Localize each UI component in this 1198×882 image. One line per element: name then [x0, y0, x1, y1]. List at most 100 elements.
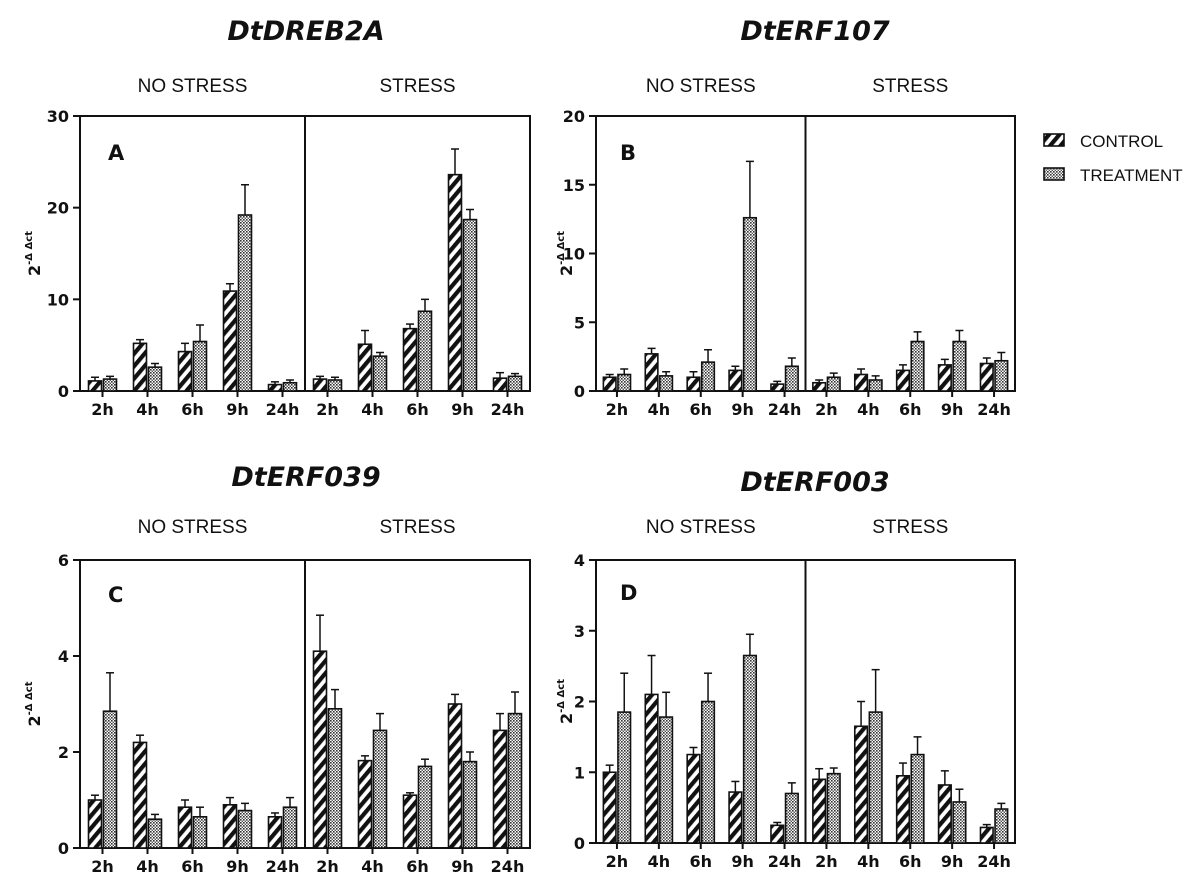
- panel-b-bar-control: [770, 383, 785, 392]
- panel-a-bar-control: [177, 350, 193, 392]
- panel-c-bar-control: [267, 815, 283, 849]
- panel-c-letter: C: [108, 583, 123, 607]
- panel-d-bar-treatment: [784, 792, 799, 844]
- panel-d-bar-treatment: [617, 711, 632, 844]
- panel-a-x-tick-label: 24h: [266, 400, 300, 419]
- panel-a-y-tick-label: 10: [47, 290, 69, 309]
- panel-d-bar-treatment: [826, 772, 841, 844]
- panel-a-bar-control: [447, 173, 463, 392]
- panel-b-bar-control: [895, 369, 911, 392]
- panel-d-y-tick-label: 3: [574, 622, 585, 641]
- panel-b-bar-treatment: [659, 375, 674, 392]
- legend-item-control: CONTROL: [1043, 132, 1163, 151]
- legend-swatch-treatment: [1043, 167, 1065, 181]
- panel-d-x-tick-label: 2h: [606, 852, 629, 871]
- panel-d-bar-treatment: [742, 654, 758, 844]
- legend-item-treatment: TREATMENT: [1043, 166, 1183, 185]
- panel-d-x-tick-label: 6h: [899, 852, 922, 871]
- panel-d-bar-treatment: [910, 753, 925, 844]
- panel-a-bar-control: [357, 343, 373, 392]
- panel-c-condition-label: NO STRESS: [138, 517, 248, 538]
- panel-c-y-axis-label: 2-Δ Δct: [24, 681, 44, 726]
- panel-d-title: DtERF003: [740, 467, 889, 498]
- panel-d-x-tick-label: 4h: [857, 852, 880, 871]
- panel-c-condition-label: STRESS: [379, 517, 455, 538]
- panel-d-bar-control: [937, 784, 952, 844]
- panel-a-x-tick-label: 6h: [406, 400, 429, 419]
- panel-b-bar-control: [937, 364, 952, 392]
- legend: CONTROL TREATMENT: [1043, 132, 1183, 185]
- panel-a-letter: A: [108, 141, 125, 165]
- panel-c-bar-control: [132, 741, 148, 849]
- panel-d-y-tick-label: 0: [574, 834, 585, 853]
- panel-d-y-tick-label: 2: [574, 693, 585, 712]
- panel-c-x-tick-label: 2h: [91, 857, 114, 876]
- panel-b-bar-treatment: [617, 373, 632, 392]
- panel-b-x-tick-label: 6h: [689, 400, 712, 419]
- panel-c-bar-treatment: [327, 707, 343, 849]
- panel-b-condition-label: STRESS: [872, 76, 948, 97]
- panel-c-x-tick-label: 24h: [491, 857, 525, 876]
- panel-a-y-tick-label: 0: [58, 382, 69, 401]
- panel-a-title: DtDREB2A: [227, 16, 384, 47]
- panel-b-x-tick-label: 24h: [768, 400, 802, 419]
- panel-c-bar-treatment: [462, 760, 478, 849]
- panel-c-bar-treatment: [417, 765, 433, 849]
- panel-a-x-tick-label: 9h: [226, 400, 249, 419]
- panel-d-bar-treatment: [952, 801, 967, 844]
- panel-a-bar-treatment: [102, 378, 118, 392]
- panel-b-x-tick-label: 9h: [941, 400, 964, 419]
- panel-a-x-tick-label: 6h: [181, 400, 204, 419]
- panel-a-x-tick-label: 4h: [136, 400, 159, 419]
- panel-d-y-tick-label: 4: [574, 551, 585, 570]
- panel-c-bar-control: [87, 799, 103, 849]
- panel-d-bar-treatment: [659, 716, 674, 844]
- panel-b-bar-treatment: [826, 376, 841, 392]
- panel-d-bar-control: [602, 771, 617, 844]
- panel-b-bar-treatment: [700, 361, 716, 392]
- panel-a-x-tick-label: 4h: [361, 400, 384, 419]
- panel-b-bar-control: [853, 373, 869, 392]
- legend-swatch-control: [1043, 133, 1065, 147]
- panel-b-condition-label: NO STRESS: [646, 76, 756, 97]
- panel-a-x-tick-label: 2h: [91, 400, 114, 419]
- panel-d-x-tick-label: 24h: [768, 852, 802, 871]
- panel-d-x-tick-label: 24h: [977, 852, 1011, 871]
- panel-a-bar-treatment: [192, 340, 208, 392]
- panel-b-bar-treatment: [952, 340, 967, 392]
- panel-b-bar-control: [644, 353, 659, 392]
- panel-c-bar-control: [222, 803, 238, 849]
- panel-d-x-tick-label: 9h: [941, 852, 964, 871]
- panel-b-bar-control: [602, 376, 617, 392]
- panel-a-bar-treatment: [327, 379, 343, 392]
- panel-c-bar-control: [492, 729, 508, 849]
- panel-d-bar-treatment: [700, 700, 716, 844]
- panel-b-x-tick-label: 2h: [815, 400, 838, 419]
- panel-a-bar-control: [132, 342, 148, 392]
- panel-d-y-axis-label: 2-Δ Δct: [556, 679, 576, 724]
- panel-b-bar-treatment: [910, 340, 925, 392]
- panel-c-x-tick-label: 4h: [361, 857, 384, 876]
- panel-b-bar-treatment: [742, 216, 758, 392]
- panel-a-bar-control: [87, 380, 103, 392]
- panel-d-bar-control: [812, 778, 827, 844]
- panel-b-bar-treatment: [994, 359, 1009, 392]
- panel-c-y-tick-label: 6: [58, 551, 69, 570]
- panel-b-bar-control: [728, 369, 743, 392]
- panel-c-bar-treatment: [372, 729, 388, 849]
- panel-c-bar-control: [312, 650, 328, 849]
- panel-b-y-tick-label: 10: [563, 245, 585, 264]
- panel-c-y-tick-label: 0: [58, 839, 69, 858]
- panel-d-condition-label: NO STRESS: [646, 517, 756, 538]
- panel-d-bar-control: [770, 824, 785, 844]
- panel-d-x-tick-label: 9h: [731, 852, 754, 871]
- panel-c-x-tick-label: 24h: [266, 857, 300, 876]
- panel-a-x-tick-label: 2h: [316, 400, 339, 419]
- panel-b-y-tick-label: 15: [563, 176, 585, 195]
- panel-c-x-tick-label: 9h: [226, 857, 249, 876]
- panel-d-condition-label: STRESS: [872, 517, 948, 538]
- panel-a-bar-treatment: [507, 375, 523, 392]
- legend-label-treatment: TREATMENT: [1080, 166, 1183, 185]
- panel-a-x-tick-label: 9h: [451, 400, 474, 419]
